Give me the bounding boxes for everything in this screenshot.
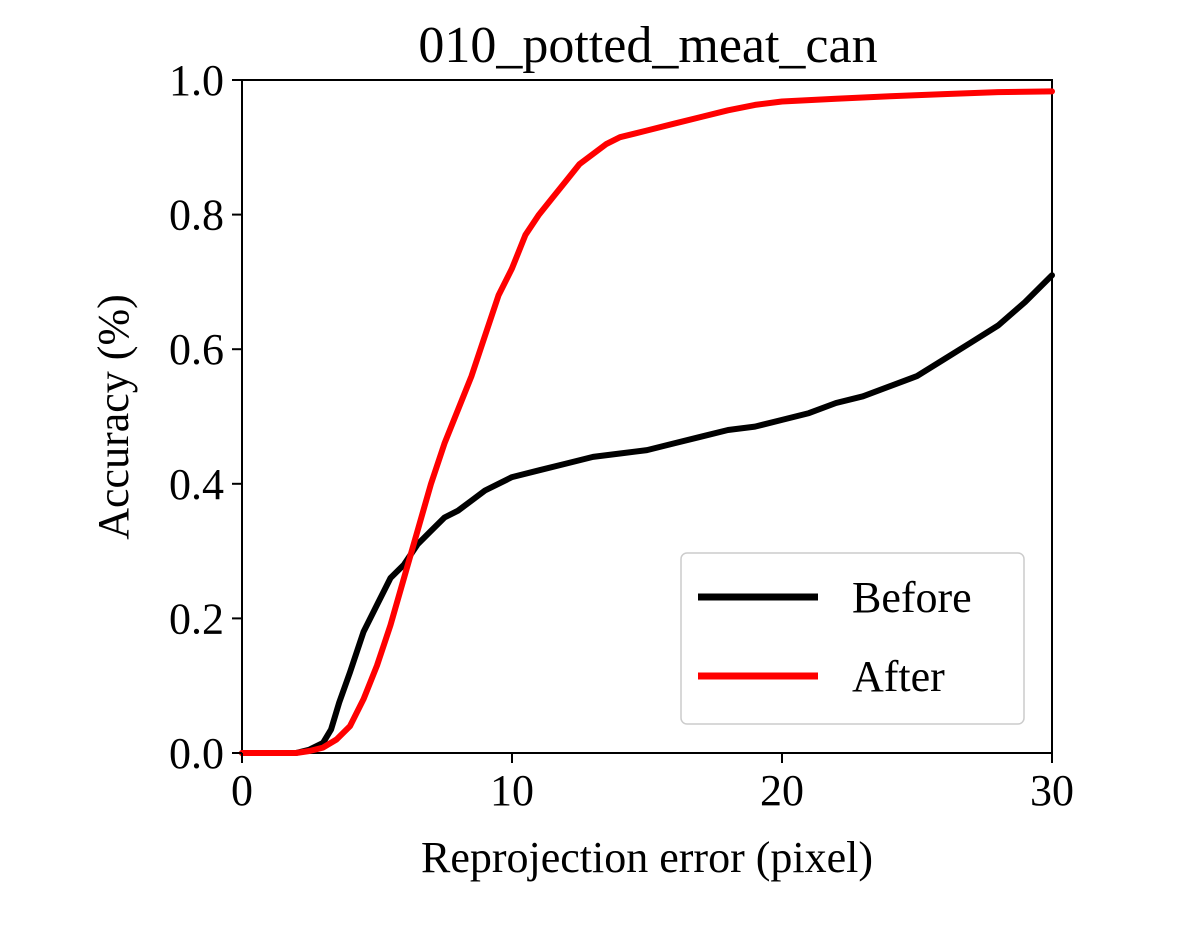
x-tick-label: 0 bbox=[231, 766, 253, 815]
y-tick-label: 0.6 bbox=[169, 325, 224, 374]
legend-label-after: After bbox=[852, 652, 945, 701]
x-tick-label: 10 bbox=[490, 766, 534, 815]
plot-area bbox=[239, 79, 1055, 756]
y-axis-label: Accuracy (%) bbox=[89, 294, 138, 540]
plot-frame bbox=[241, 79, 1053, 754]
x-tick-label: 30 bbox=[1030, 766, 1074, 815]
series-line-before bbox=[239, 272, 1055, 756]
chart-title: 010_potted_meat_can bbox=[418, 17, 877, 74]
y-tick-label: 0.0 bbox=[169, 729, 224, 778]
legend-label-before: Before bbox=[852, 573, 972, 622]
x-tick-label: 20 bbox=[760, 766, 804, 815]
y-tick-label: 0.2 bbox=[169, 594, 224, 643]
x-axis-label: Reprojection error (pixel) bbox=[421, 833, 873, 882]
series-line-after bbox=[239, 88, 1055, 756]
x-axis-ticks: 0 10 20 30 bbox=[231, 753, 1074, 815]
y-tick-label: 1.0 bbox=[169, 56, 224, 105]
y-tick-label: 0.8 bbox=[169, 191, 224, 240]
legend: Before After bbox=[680, 552, 1025, 725]
y-axis-ticks: 0.0 0.2 0.4 0.6 0.8 1.0 bbox=[169, 56, 242, 778]
y-tick-label: 0.4 bbox=[169, 460, 224, 509]
series-lines bbox=[239, 88, 1055, 756]
